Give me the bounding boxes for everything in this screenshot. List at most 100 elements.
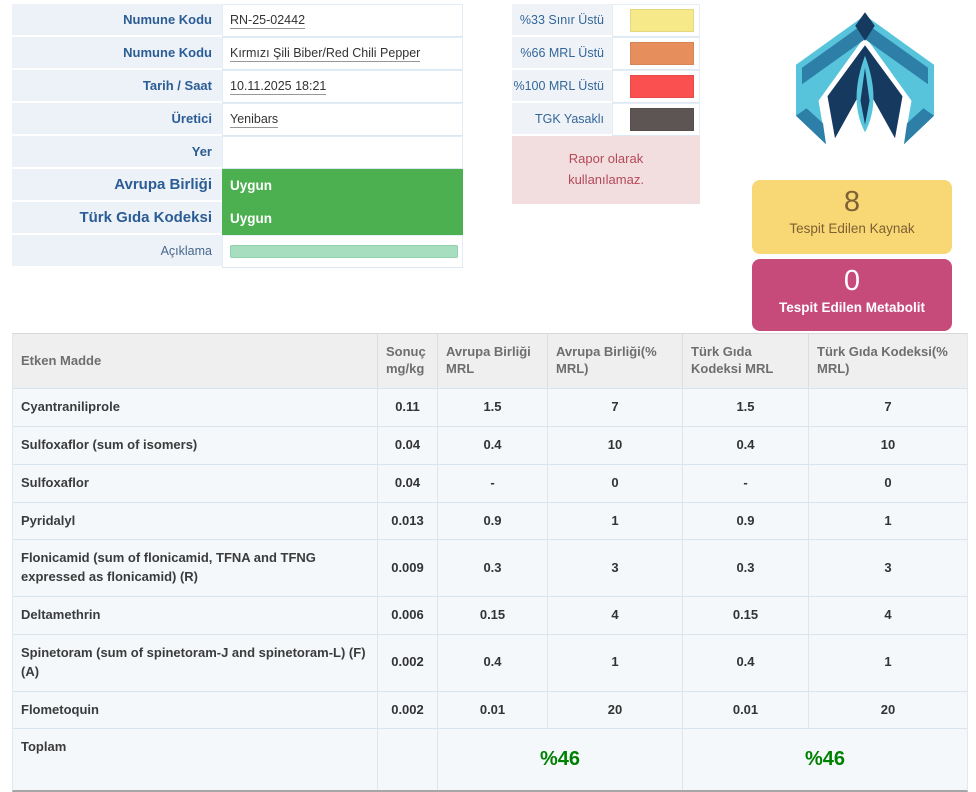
info-value-text[interactable]: Yenibars <box>230 111 279 128</box>
tgk-percent-cell: 1 <box>884 654 892 670</box>
result-cell: 0.002 <box>378 634 438 691</box>
tgk-percent-cell: 20 <box>880 701 896 717</box>
info-row: Türk Gıda Kodeksi Uygun <box>12 202 463 235</box>
results-table-header: Etken Madde Sonuç mg/kg Avrupa Birliği MRL… <box>13 334 967 388</box>
tgk-mrl-cell: 0.9 <box>683 502 809 540</box>
eu-mrl-cell: 0.15 <box>438 597 548 634</box>
legend-swatch <box>630 75 694 98</box>
info-value: 10.11.2025 18:21 <box>222 70 463 103</box>
lab-logo <box>790 12 940 152</box>
tgk-mrl-cell: 0.4 <box>683 426 809 464</box>
eu-percent-cell: 7 <box>548 389 683 426</box>
info-label: Yer <box>12 136 222 169</box>
info-row: Yer <box>12 136 463 169</box>
result-cell: 0.006 <box>378 597 438 634</box>
result-cell: 0.11 <box>378 389 438 426</box>
legend-label: %66 MRL Üstü <box>512 37 612 70</box>
total-row: Toplam %46 %46 <box>13 728 967 791</box>
legend-item: TGK Yasaklı <box>512 103 700 136</box>
eu-mrl-cell: 0.01 <box>438 691 548 729</box>
column-header: Avrupa Birliği MRL <box>438 334 548 388</box>
info-value: Kırmızı Şili Biber/Red Chili Pepper <box>222 37 463 70</box>
info-label: Numune Kodu <box>12 4 222 37</box>
eu-percent-cell: 4 <box>548 597 683 634</box>
legend-item: %33 Sınır Üstü <box>512 4 700 37</box>
info-label: Türk Gıda Kodeksi <box>12 202 222 235</box>
info-label: Açıklama <box>12 235 222 268</box>
info-value: RN-25-02442 <box>222 4 463 37</box>
info-label: Numune Kodu <box>12 37 222 70</box>
substance-name-cell: Sulfoxaflor (sum of isomers) <box>13 426 378 464</box>
substance-name-cell: Sulfoxaflor <box>13 464 378 502</box>
legend-swatch-cell <box>612 4 700 37</box>
tgk-percent-cell: 3 <box>884 559 892 575</box>
detected-source-label: Tespit Edilen Kaynak <box>789 220 915 236</box>
info-row: Açıklama <box>12 235 463 268</box>
status-badge: Uygun <box>222 169 463 202</box>
eu-mrl-cell: 0.9 <box>438 502 548 540</box>
eu-mrl-cell: - <box>438 464 548 502</box>
eu-mrl-cell: 1.5 <box>438 389 548 426</box>
info-label: Üretici <box>12 103 222 136</box>
substance-name-cell: Spinetoram (sum of spinetoram-J and spin… <box>13 634 378 691</box>
info-row: Avrupa Birliği Uygun <box>12 169 463 202</box>
legend-item: %66 MRL Üstü <box>512 37 700 70</box>
legend-swatch-cell <box>612 103 700 136</box>
info-row: Numune Kodu Kırmızı Şili Biber/Red Chili … <box>12 37 463 70</box>
tgk-percent-cell: 10 <box>880 436 896 452</box>
column-header: Türk Gıda Kodeksi(% MRL) <box>817 344 948 376</box>
table-row: Deltamethrin 0.006 0.15 4 0.15 4 <box>13 596 967 634</box>
info-value-text[interactable]: Kırmızı Şili Biber/Red Chili Pepper <box>230 45 421 62</box>
info-row: Tarih / Saat 10.11.2025 18:21 <box>12 70 463 103</box>
total-result-cell <box>378 729 438 791</box>
column-header: Türk Gıda Kodeksi MRL <box>683 334 809 388</box>
legend-label: %100 MRL Üstü <box>512 70 612 103</box>
table-row: Cyantraniliprole 0.11 1.5 7 1.5 7 <box>13 388 967 426</box>
table-row: Sulfoxaflor (sum of isomers) 0.04 0.4 10 0.4… <box>13 425 967 464</box>
result-cell: 0.04 <box>378 426 438 464</box>
info-value <box>222 136 463 169</box>
info-value-text[interactable]: RN-25-02442 <box>230 12 306 29</box>
tgk-mrl-cell: 0.4 <box>683 634 809 691</box>
info-value: Yenibars <box>222 103 463 136</box>
legend-swatch <box>630 9 694 32</box>
eu-total-percent: %46 <box>438 729 683 791</box>
legend-swatch <box>630 42 694 65</box>
legend-swatch-cell <box>612 70 700 103</box>
severity-legend: %33 Sınır Üstü %66 MRL Üstü %100 MRL Üstü T… <box>512 4 700 136</box>
tgk-mrl-cell: - <box>683 464 809 502</box>
eu-percent-cell: 0 <box>548 464 683 502</box>
column-header: Avrupa Birliği(% MRL) <box>548 334 683 388</box>
report-disclaimer-text: Rapor olarak kullanılamaz. <box>568 151 644 187</box>
logo-graphic <box>796 12 934 145</box>
eu-mrl-cell: 0.4 <box>438 634 548 691</box>
info-value <box>222 235 463 268</box>
note-bar <box>230 245 458 258</box>
info-row: Numune Kodu RN-25-02442 <box>12 4 463 37</box>
legend-label: TGK Yasaklı <box>512 103 612 136</box>
column-header: Sonuç mg/kg <box>378 334 438 388</box>
info-value-text[interactable]: 10.11.2025 18:21 <box>230 78 327 95</box>
column-header: Etken Madde <box>13 334 378 388</box>
detected-metabolite-label: Tespit Edilen Metabolit <box>778 299 925 315</box>
info-label: Tarih / Saat <box>12 70 222 103</box>
eu-percent-cell: 20 <box>548 691 683 729</box>
results-table-body: Cyantraniliprole 0.11 1.5 7 1.5 7 Sulfoxaflor … <box>13 388 967 729</box>
tgk-percent-cell: 0 <box>884 474 892 490</box>
tgk-mrl-cell: 0.3 <box>683 540 809 597</box>
substance-name-cell: Flonicamid (sum of flonicamid, TFNA and … <box>13 540 378 597</box>
substance-name-cell: Flometoquin <box>13 691 378 729</box>
detected-source-count: 8 <box>843 186 861 218</box>
legend-swatch <box>630 108 694 131</box>
tgk-percent-cell: 7 <box>884 399 892 414</box>
tgk-percent-cell: 1 <box>884 512 892 528</box>
result-cell: 0.002 <box>378 691 438 729</box>
eu-mrl-cell: 0.4 <box>438 426 548 464</box>
table-row: Pyridalyl 0.013 0.9 1 0.9 1 <box>13 501 967 540</box>
substance-name-cell: Cyantraniliprole <box>13 389 378 426</box>
table-row: Flonicamid (sum of flonicamid, TFNA and … <box>13 539 967 597</box>
substance-name-cell: Pyridalyl <box>13 502 378 540</box>
tgk-mrl-cell: 0.15 <box>683 597 809 634</box>
eu-percent-cell: 3 <box>548 540 683 597</box>
